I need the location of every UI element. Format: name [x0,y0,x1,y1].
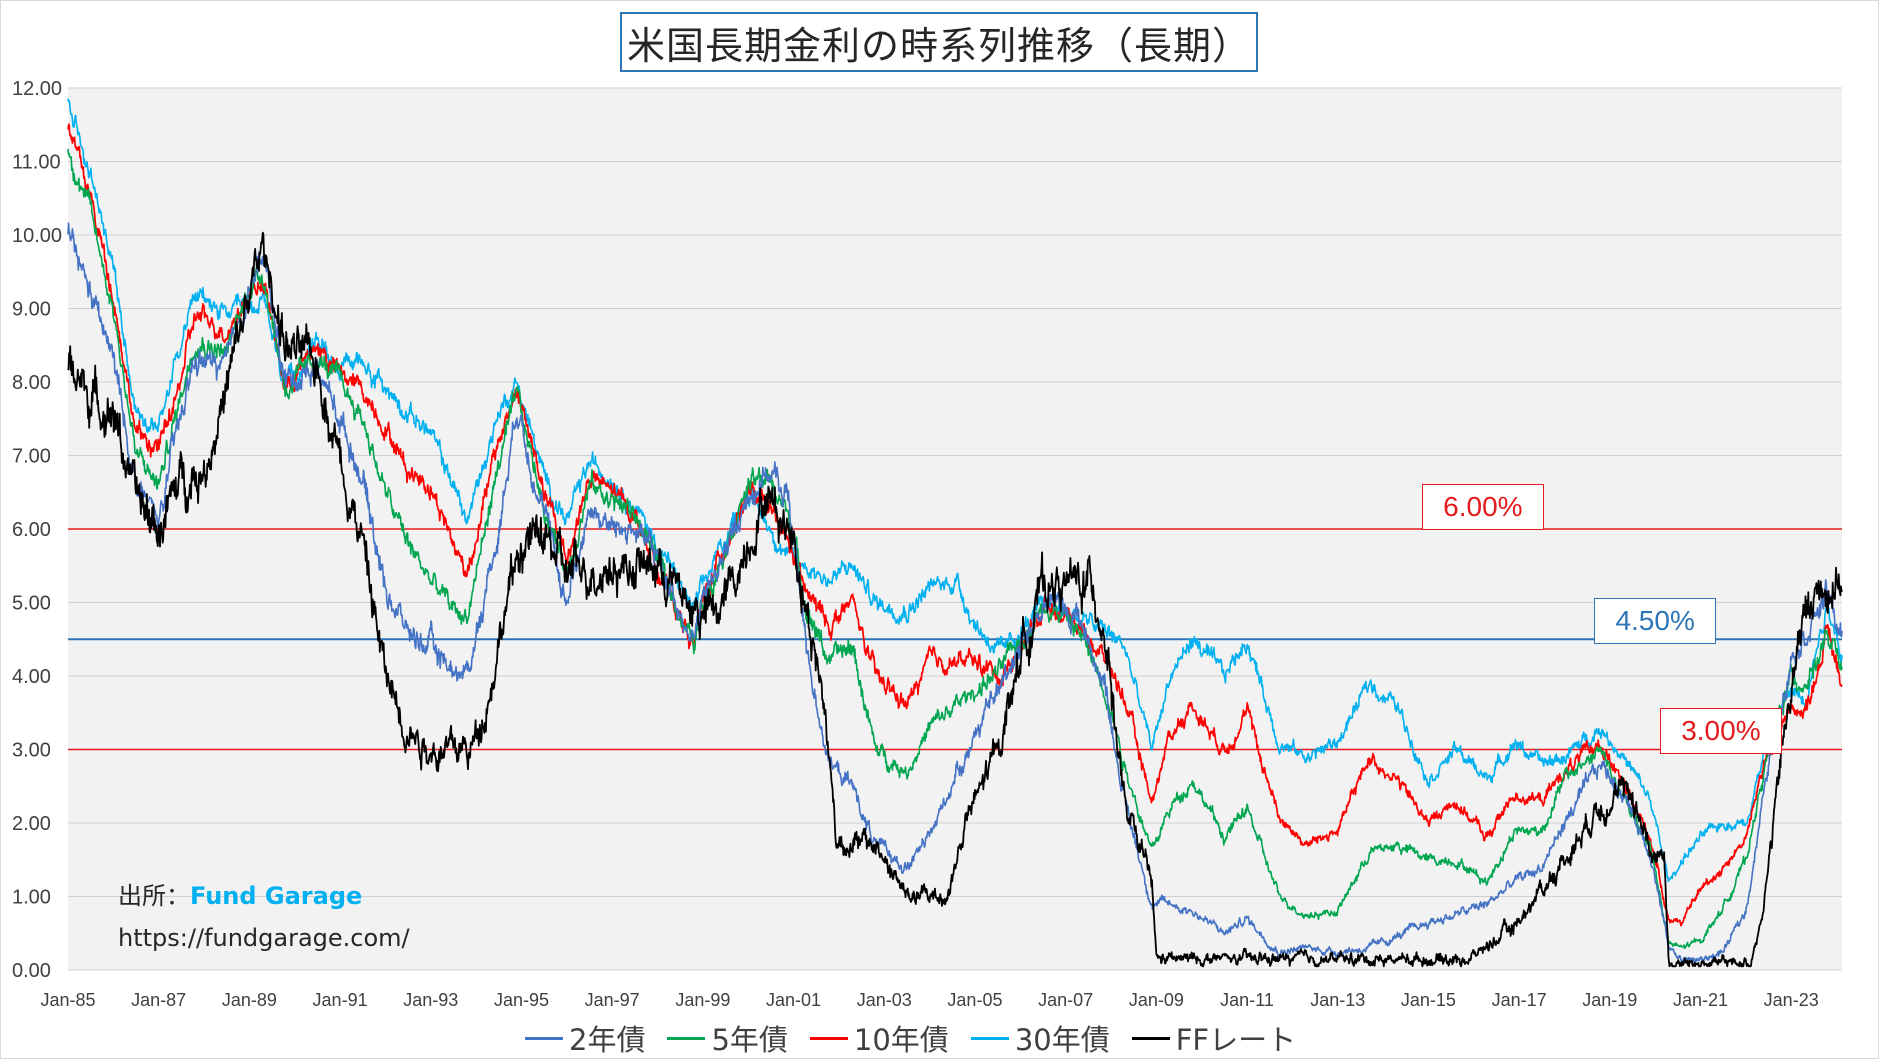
y-tick-label: 10.00 [12,225,62,247]
source-label: 出所： [118,882,190,910]
y-tick-label: 12.00 [12,78,62,100]
legend-item: 5年債 [667,1017,788,1059]
y-tick-label: 4.00 [12,666,51,688]
x-tick-label: Jan-17 [1492,990,1547,1010]
x-tick-label: Jan-89 [222,990,277,1010]
legend: 2年債 5年債 10年債 30年債 FFレート [525,1017,1297,1059]
series-line [67,98,1843,883]
source-url: https://fundgarage.com/ [118,924,410,952]
x-tick-label: Jan-11 [1220,990,1274,1010]
legend-swatch [667,1036,706,1040]
y-tick-label: 5.00 [12,593,51,615]
y-axis-ticks: 0.00 1.00 2.00 3.00 4.00 5.00 6.00 7.00 8.00 9.00… [12,78,62,982]
x-tick-label: Jan-87 [131,990,186,1010]
y-tick-label: 9.00 [12,299,51,321]
y-tick-label: 0.00 [12,960,51,982]
y-tick-label: 2.00 [12,813,51,835]
y-tick-label: 3.00 [12,740,51,762]
x-tick-label: Jan-19 [1582,990,1637,1010]
x-axis-ticks: Jan-85 Jan-87 Jan-89 Jan-91 Jan-93 Jan-95 Jan-… [40,990,1818,1010]
x-tick-label: Jan-21 [1673,990,1728,1010]
x-tick-label: Jan-97 [585,990,640,1010]
x-tick-label: Jan-95 [494,990,549,1010]
x-tick-label: Jan-07 [1038,990,1093,1010]
x-tick-label: Jan-15 [1401,990,1456,1010]
legend-swatch [525,1036,563,1040]
source-line: 出所：Fund Garage [118,878,410,914]
legend-item: FFレート [1131,1017,1297,1059]
x-tick-label: Jan-09 [1129,990,1184,1010]
x-tick-label: Jan-13 [1310,990,1365,1010]
reference-lines [68,528,1842,751]
reference-label-4-5pct: 4.50% [1594,597,1717,644]
x-tick-label: Jan-93 [403,990,458,1010]
legend-label: FFレート [1175,1023,1297,1057]
source-note: 出所：Fund Garage https://fundgarage.com/ [118,878,410,958]
series-line [67,231,1843,968]
x-tick-label: Jan-05 [947,990,1002,1010]
x-tick-label: Jan-91 [313,990,368,1010]
chart-title: 米国長期金利の時系列推移（長期） [620,12,1258,72]
legend-item: 30年債 [970,1017,1110,1059]
series-line [67,148,1843,950]
series-line [67,222,1843,964]
y-tick-label: 11.00 [12,152,61,174]
legend-item: 10年債 [809,1017,949,1059]
x-tick-label: Jan-03 [857,990,912,1010]
x-tick-label: Jan-23 [1764,990,1819,1010]
y-tick-label: 7.00 [12,446,51,468]
series-line [67,123,1843,927]
legend-label: 10年債 [853,1023,949,1057]
legend-label: 30年債 [1014,1023,1110,1057]
y-tick-label: 8.00 [12,372,51,394]
reference-label-6pct: 6.00% [1421,483,1544,530]
legend-swatch [809,1036,848,1040]
x-tick-label: Jan-85 [40,990,95,1010]
legend-label: 2年債 [569,1023,646,1057]
y-tick-label: 1.00 [12,887,51,909]
x-tick-label: Jan-01 [766,990,821,1010]
reference-label-3pct: 3.00% [1659,708,1782,755]
x-tick-label: Jan-99 [675,990,730,1010]
source-name: Fund Garage [190,882,363,910]
y-tick-label: 6.00 [12,519,51,541]
series-layer [67,98,1843,968]
legend-item: 2年債 [525,1017,645,1059]
legend-label: 5年債 [711,1023,788,1057]
legend-swatch [970,1036,1009,1040]
legend-swatch [1131,1036,1170,1040]
